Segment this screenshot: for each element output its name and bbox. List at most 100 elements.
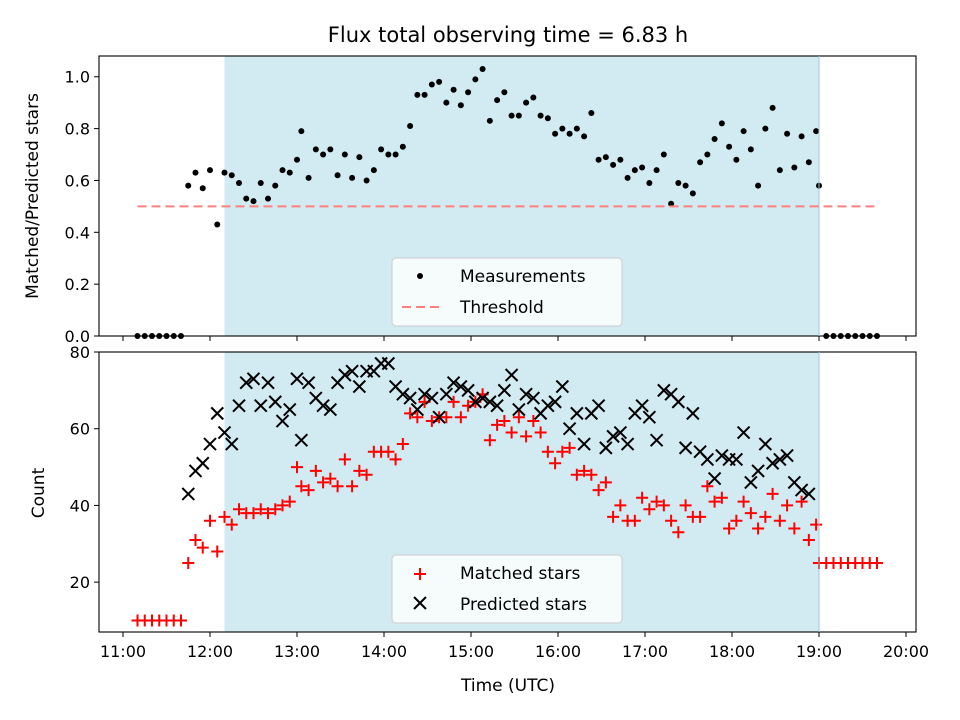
measurement-point bbox=[192, 169, 199, 176]
matched-star-point bbox=[570, 468, 583, 481]
predicted-star-point bbox=[504, 368, 519, 382]
predicted-star-point bbox=[410, 402, 425, 417]
bottom-y-axis-label: Count bbox=[29, 467, 49, 518]
measurement-point bbox=[791, 164, 798, 171]
measurement-point bbox=[805, 159, 812, 166]
measurement-point bbox=[443, 99, 450, 106]
bottom-legend-box bbox=[391, 554, 623, 624]
bottom-y-tick-label: 60 bbox=[70, 420, 90, 439]
measurement-point bbox=[523, 99, 530, 106]
matched-star-point bbox=[411, 411, 424, 424]
predicted-star-point bbox=[765, 456, 780, 470]
matched-star-point bbox=[175, 614, 187, 627]
top-legend-box bbox=[391, 257, 623, 327]
matched-star-point bbox=[715, 491, 728, 504]
predicted-star-point bbox=[239, 375, 253, 390]
predicted-star-point bbox=[751, 464, 765, 478]
bottom-legend: Matched stars Predicted stars bbox=[391, 554, 623, 624]
predicted-star-point bbox=[232, 398, 246, 413]
predicted-star-point bbox=[490, 398, 504, 413]
matched-star-point bbox=[723, 522, 736, 535]
measurement-point bbox=[566, 130, 573, 137]
predicted-star-point bbox=[744, 475, 758, 490]
predicted-star-point bbox=[562, 422, 577, 436]
matched-star-point bbox=[283, 495, 296, 508]
measurement-point bbox=[602, 154, 609, 161]
measurement-point bbox=[755, 182, 762, 189]
matched-star-point bbox=[773, 514, 786, 527]
predicted-star-point bbox=[794, 483, 809, 497]
predicted-star-point bbox=[246, 372, 261, 386]
top-y-tick-label: 0.4 bbox=[65, 223, 90, 242]
predicted-star-point bbox=[606, 429, 620, 444]
measurement-point bbox=[494, 97, 501, 104]
matched-star-point bbox=[389, 453, 402, 466]
measurement-point bbox=[450, 86, 457, 93]
matched-star-point bbox=[396, 438, 409, 451]
measurement-point bbox=[689, 190, 696, 197]
predicted-star-point bbox=[649, 433, 664, 447]
predicted-star-point bbox=[519, 387, 533, 401]
matched-star-point bbox=[295, 480, 308, 493]
predicted-star-point bbox=[461, 383, 475, 398]
matched-star-point bbox=[737, 495, 750, 508]
measurement-point bbox=[769, 104, 776, 111]
matched-star-point bbox=[309, 464, 322, 477]
predicted-star-point bbox=[570, 406, 584, 421]
measurement-point bbox=[257, 180, 264, 187]
matched-star-point bbox=[578, 464, 591, 477]
matched-star-point bbox=[211, 545, 224, 558]
matched-star-point bbox=[781, 499, 794, 512]
matched-star-point bbox=[189, 533, 202, 546]
measurement-point bbox=[312, 146, 319, 153]
top-y-tick-label: 0.2 bbox=[65, 275, 90, 294]
matched-star-point bbox=[218, 510, 231, 523]
measurement-point bbox=[370, 167, 377, 174]
measurement-point bbox=[334, 172, 341, 179]
measurement-point bbox=[660, 151, 667, 158]
matched-star-point bbox=[225, 518, 238, 531]
predicted-star-point bbox=[497, 383, 512, 398]
measurement-point bbox=[762, 125, 769, 132]
predicted-star-point bbox=[577, 437, 591, 451]
legend-threshold-label: Threshold bbox=[459, 298, 544, 318]
matched-star-point bbox=[440, 411, 453, 424]
measurement-point bbox=[726, 143, 733, 150]
predicted-star-point bbox=[381, 356, 396, 371]
predicted-star-point bbox=[700, 452, 715, 467]
matched-star-point bbox=[614, 499, 627, 512]
bottom-x-axis: 11:00 12:00 13:00 14:00 15:00 16:00 17:00 18:00… bbox=[100, 632, 929, 661]
measurement-point bbox=[349, 174, 356, 181]
matched-star-point bbox=[708, 495, 721, 508]
matched-star-point bbox=[752, 522, 765, 535]
matched-star-point bbox=[346, 480, 359, 493]
bottom-y-axis: 20 40 60 80 bbox=[70, 343, 99, 592]
measurement-point bbox=[243, 195, 250, 202]
measurement-point bbox=[747, 146, 754, 153]
measurement-point bbox=[236, 180, 242, 187]
top-x-axis bbox=[122, 336, 907, 341]
predicted-star-point bbox=[323, 402, 338, 417]
top-axes-frame bbox=[98, 55, 917, 337]
measurement-point bbox=[457, 102, 464, 109]
matched-star-point bbox=[599, 476, 612, 489]
measurement-point bbox=[537, 112, 544, 119]
matched-star-point bbox=[871, 556, 883, 569]
matched-star-point bbox=[182, 556, 195, 569]
measurement-point bbox=[472, 76, 479, 83]
measurement-point bbox=[617, 156, 624, 163]
measurement-point bbox=[378, 146, 385, 153]
predicted-star-point bbox=[678, 441, 693, 455]
matched-star-point bbox=[592, 484, 605, 497]
matched-star-point bbox=[657, 499, 670, 512]
matched-star-point bbox=[607, 510, 620, 523]
matched-star-point bbox=[454, 411, 467, 424]
predicted-star-point bbox=[548, 395, 562, 409]
predicted-star-point bbox=[432, 410, 446, 424]
matched-star-point bbox=[276, 499, 289, 512]
predicted-star-point bbox=[657, 383, 671, 398]
top-panel: 0.0 0.2 0.4 0.6 0.8 1.0 Matched/Predicted sta… bbox=[23, 55, 917, 346]
predicted-star-point bbox=[555, 379, 570, 394]
